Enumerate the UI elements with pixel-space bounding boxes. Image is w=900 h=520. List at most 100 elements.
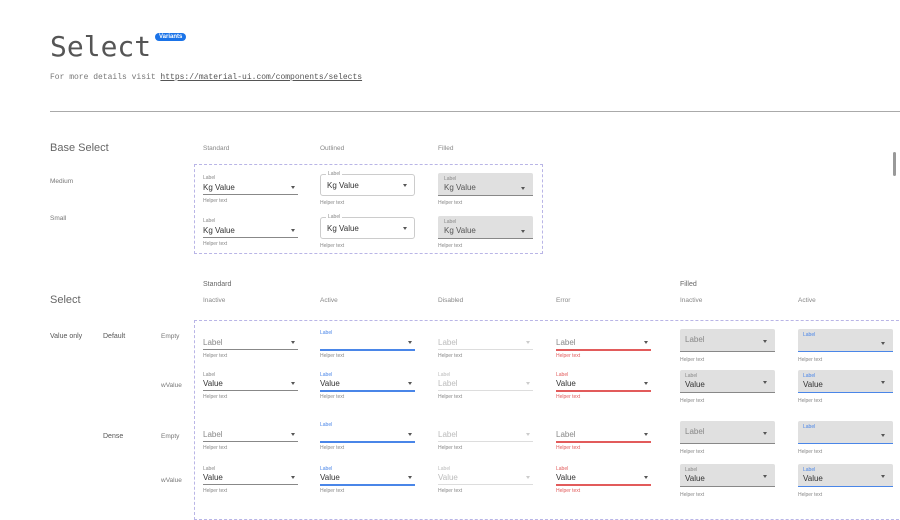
dropdown-arrow-icon[interactable]	[408, 433, 412, 436]
dropdown-arrow-icon[interactable]	[521, 187, 525, 190]
underline	[556, 441, 651, 443]
select-standard-active-default-empty[interactable]: Label Helper text	[320, 0, 415, 494]
select-standard-error-dense-wvalue[interactable]: Label Value Helper text	[556, 0, 651, 494]
filled-box	[798, 370, 893, 393]
field-placeholder: Label	[556, 430, 576, 439]
base-select-filled-medium[interactable]: Label Kg Value Helper text	[438, 0, 533, 494]
select-filled-active-dense-empty[interactable]: Label Helper text	[798, 0, 893, 494]
field-value: Kg Value	[444, 226, 476, 235]
select-standard-active-dense-wvalue[interactable]: Label Value Helper text	[320, 0, 415, 494]
helper-text: Helper text	[438, 394, 463, 400]
select-standard-error-default-wvalue[interactable]: Label Value Helper text	[556, 0, 651, 494]
dropdown-arrow-icon[interactable]	[291, 341, 295, 344]
density-default: Default	[103, 333, 126, 340]
dropdown-arrow-icon[interactable]	[291, 433, 295, 436]
dropdown-arrow-icon[interactable]	[644, 382, 648, 385]
select-standard-inactive-default-wvalue[interactable]: Label Value Helper text	[203, 0, 298, 494]
field-label: Label	[803, 467, 816, 473]
variants-badge: Variants	[155, 33, 187, 41]
field-value: Kg Value	[444, 183, 476, 192]
select-filled-active-default-empty[interactable]: Label Helper text	[798, 0, 893, 494]
scrollbar[interactable]	[893, 152, 896, 176]
underline	[556, 484, 651, 486]
helper-text: Helper text	[438, 445, 463, 451]
select-title: Select	[50, 294, 81, 306]
dropdown-arrow-icon[interactable]	[403, 184, 407, 187]
select-standard-active-default-wvalue[interactable]: Label Value Helper text	[320, 0, 415, 494]
base-select-outlined-medium[interactable]: Label Kg Value Helper text	[320, 0, 415, 494]
row-medium: Medium	[50, 178, 74, 185]
helper-text: Helper text	[203, 198, 228, 204]
field-placeholder: Label	[685, 427, 705, 436]
dropdown-arrow-icon[interactable]	[521, 230, 525, 233]
field-value: Label	[438, 379, 458, 388]
docs-link[interactable]: https://material-ui.com/components/selec…	[160, 73, 363, 82]
helper-text: Helper text	[556, 394, 581, 400]
select-standard-inactive-dense-wvalue[interactable]: Label Value Helper text	[203, 0, 298, 494]
select-filled-inactive-dense-empty[interactable]: Label Helper text	[680, 0, 775, 494]
dropdown-arrow-icon[interactable]	[881, 475, 885, 478]
helper-text: Helper text	[680, 398, 705, 404]
dropdown-arrow-icon[interactable]	[763, 381, 767, 384]
density-dense: Dense	[103, 433, 124, 440]
filled-box	[438, 173, 533, 196]
select-filled-active-default-wvalue[interactable]: Label Value Helper text	[798, 0, 893, 494]
dropdown-arrow-icon[interactable]	[644, 476, 648, 479]
filled-box	[438, 216, 533, 239]
field-label: Label	[556, 372, 569, 378]
select-standard-error-default-empty[interactable]: Label Helper text	[556, 0, 651, 494]
dropdown-arrow-icon[interactable]	[291, 186, 295, 189]
helper-text: Helper text	[798, 398, 823, 404]
underline	[320, 390, 415, 392]
underline	[203, 484, 298, 485]
helper-text: Helper text	[203, 445, 228, 451]
select-standard-active-dense-empty[interactable]: Label Helper text	[320, 0, 415, 494]
underline	[320, 484, 415, 486]
dropdown-arrow-icon[interactable]	[881, 342, 885, 345]
dropdown-arrow-icon[interactable]	[881, 434, 885, 437]
field-label: Label	[203, 466, 216, 472]
helper-text: Helper text	[798, 449, 823, 455]
helper-text: Helper text	[320, 394, 345, 400]
dropdown-arrow-icon[interactable]	[763, 432, 767, 435]
col-inactive-standard: Inactive	[203, 297, 226, 304]
select-standard-inactive-default-empty[interactable]: Label Helper text	[203, 0, 298, 494]
dropdown-arrow-icon[interactable]	[644, 433, 648, 436]
base-select-standard-small[interactable]: Label Kg Value Helper text	[203, 0, 298, 494]
base-select-outlined-small[interactable]: Label Kg Value Helper text	[320, 0, 415, 494]
filled-box	[680, 421, 775, 444]
field-placeholder: Label	[556, 338, 576, 347]
field-value: Kg Value	[327, 224, 359, 233]
dropdown-arrow-icon[interactable]	[644, 341, 648, 344]
select-filled-inactive-default-wvalue[interactable]: Label Value Helper text	[680, 0, 775, 494]
filled-box	[798, 464, 893, 487]
base-select-standard-medium[interactable]: Label Kg Value Helper text	[203, 0, 298, 494]
field-label: Label	[203, 372, 216, 378]
helper-text: Helper text	[556, 488, 581, 494]
underline	[203, 194, 298, 195]
select-standard-error-dense-empty[interactable]: Label Helper text	[556, 0, 651, 494]
dropdown-arrow-icon[interactable]	[881, 381, 885, 384]
helper-text: Helper text	[203, 394, 228, 400]
dropdown-arrow-icon[interactable]	[408, 476, 412, 479]
field-value: Value	[438, 473, 458, 482]
underline	[556, 390, 651, 392]
field-placeholder: Label	[203, 338, 223, 347]
underline	[320, 349, 415, 351]
dropdown-arrow-icon[interactable]	[291, 476, 295, 479]
dropdown-arrow-icon[interactable]	[763, 340, 767, 343]
dropdown-arrow-icon[interactable]	[408, 341, 412, 344]
col-error-standard: Error	[556, 297, 571, 304]
dropdown-arrow-icon[interactable]	[763, 475, 767, 478]
select-standard-inactive-dense-empty[interactable]: Label Helper text	[203, 0, 298, 494]
dropdown-arrow-icon[interactable]	[291, 382, 295, 385]
select-filled-inactive-default-empty[interactable]: Label Helper text	[680, 0, 775, 494]
dropdown-arrow-icon[interactable]	[408, 382, 412, 385]
dropdown-arrow-icon[interactable]	[403, 227, 407, 230]
field-value: Kg Value	[327, 181, 359, 190]
select-filled-inactive-dense-wvalue[interactable]: Label Value Helper text	[680, 0, 775, 498]
base-select-filled-small[interactable]: Label Kg Value Helper text	[438, 0, 533, 494]
select-standard-disabled-dense-wvalue: Label Value Helper text	[438, 0, 533, 494]
dropdown-arrow-icon[interactable]	[291, 229, 295, 232]
select-filled-active-dense-wvalue[interactable]: Label Value Helper text	[798, 0, 893, 498]
